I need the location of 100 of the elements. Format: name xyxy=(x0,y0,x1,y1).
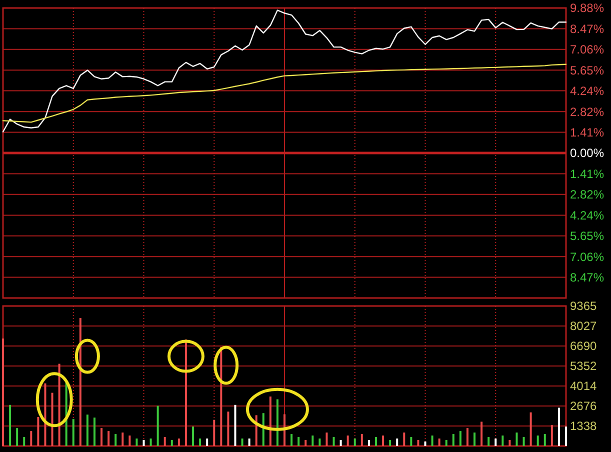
bar xyxy=(516,432,518,446)
bar xyxy=(474,432,476,446)
y-tick-label: 9.88% xyxy=(570,1,604,16)
y-tick-label: 4.24% xyxy=(570,208,604,222)
bar xyxy=(396,438,398,446)
bar xyxy=(340,440,342,446)
y-tick-label: 2.82% xyxy=(570,104,604,119)
y-tick-label: 8027 xyxy=(570,319,598,334)
bar xyxy=(213,420,216,446)
bar xyxy=(108,431,110,446)
bar xyxy=(23,437,26,446)
bar xyxy=(502,436,504,446)
bar xyxy=(290,434,293,446)
bar xyxy=(431,436,434,446)
bar xyxy=(30,431,32,446)
bar xyxy=(150,438,152,446)
bar xyxy=(298,437,300,446)
bar xyxy=(417,440,420,446)
bar xyxy=(530,412,532,446)
y-tick-label: 6690 xyxy=(570,339,598,354)
bar xyxy=(544,434,546,446)
bar xyxy=(354,438,356,446)
y-tick-label: 2676 xyxy=(570,399,598,414)
bar xyxy=(410,437,412,446)
y-tick-label: 5.65% xyxy=(570,229,604,244)
bar xyxy=(241,438,244,446)
bar xyxy=(522,437,525,446)
bar xyxy=(508,440,511,446)
bar xyxy=(374,437,377,446)
bar xyxy=(248,438,250,446)
bar xyxy=(100,428,103,446)
bar xyxy=(424,442,426,446)
bar xyxy=(304,440,307,446)
y-tick-label: 8.47% xyxy=(570,270,604,285)
bar xyxy=(332,437,335,446)
bar xyxy=(438,438,440,446)
bar xyxy=(37,417,40,446)
y-tick-label: 4.24% xyxy=(570,84,604,98)
bar xyxy=(44,383,46,446)
bar xyxy=(276,399,278,446)
bar xyxy=(550,425,553,446)
bar xyxy=(346,436,349,446)
bar xyxy=(206,438,208,446)
bar xyxy=(227,412,230,446)
y-tick-label: 9365 xyxy=(570,299,598,314)
bar xyxy=(178,438,180,446)
bar xyxy=(192,426,194,446)
y-tick-label: 4014 xyxy=(570,379,598,394)
bar xyxy=(488,437,490,446)
bar xyxy=(312,436,314,446)
bar xyxy=(170,440,173,446)
bar xyxy=(536,436,539,446)
y-tick-label: 0.00% xyxy=(570,146,604,160)
bar xyxy=(360,434,363,446)
bar xyxy=(459,431,462,446)
bar xyxy=(368,440,370,446)
line-series xyxy=(2,10,567,132)
bar xyxy=(466,428,468,446)
bar xyxy=(58,364,60,446)
bar xyxy=(164,437,166,446)
y-tick-label: 1.41% xyxy=(570,166,604,181)
bar xyxy=(199,438,202,446)
bar xyxy=(326,432,328,446)
bar xyxy=(114,434,117,446)
bar xyxy=(445,440,448,446)
bar xyxy=(480,422,483,446)
bar xyxy=(2,338,4,446)
bar xyxy=(9,404,12,446)
bar xyxy=(382,436,384,446)
bar xyxy=(16,428,18,446)
bar xyxy=(93,418,96,446)
y-tick-label: 5352 xyxy=(570,359,598,374)
bar xyxy=(156,406,159,446)
bar xyxy=(128,436,131,446)
bar xyxy=(269,396,272,446)
y-tick-label: 5.65% xyxy=(570,63,604,78)
y-tick-label: 7.06% xyxy=(570,42,604,57)
bar xyxy=(494,438,497,446)
bar xyxy=(284,414,286,446)
bar xyxy=(79,318,82,446)
line-series xyxy=(2,64,567,123)
bar xyxy=(389,440,392,446)
bar xyxy=(51,392,54,446)
bar xyxy=(403,432,406,446)
bar xyxy=(72,419,74,446)
bar xyxy=(220,346,222,446)
bar xyxy=(318,438,321,446)
y-tick-label: 1.41% xyxy=(570,126,604,140)
y-tick-label: 2.82% xyxy=(570,188,604,202)
bar xyxy=(86,414,88,446)
y-tick-label: 7.06% xyxy=(570,250,604,264)
y-tick-label: 8.47% xyxy=(570,22,604,36)
bar xyxy=(142,440,145,446)
bar xyxy=(565,426,567,446)
bar xyxy=(184,339,187,446)
bar xyxy=(122,432,124,446)
bar xyxy=(452,434,454,446)
y-tick-label: 1338 xyxy=(570,419,598,434)
bar xyxy=(558,408,560,446)
bar xyxy=(136,438,138,446)
